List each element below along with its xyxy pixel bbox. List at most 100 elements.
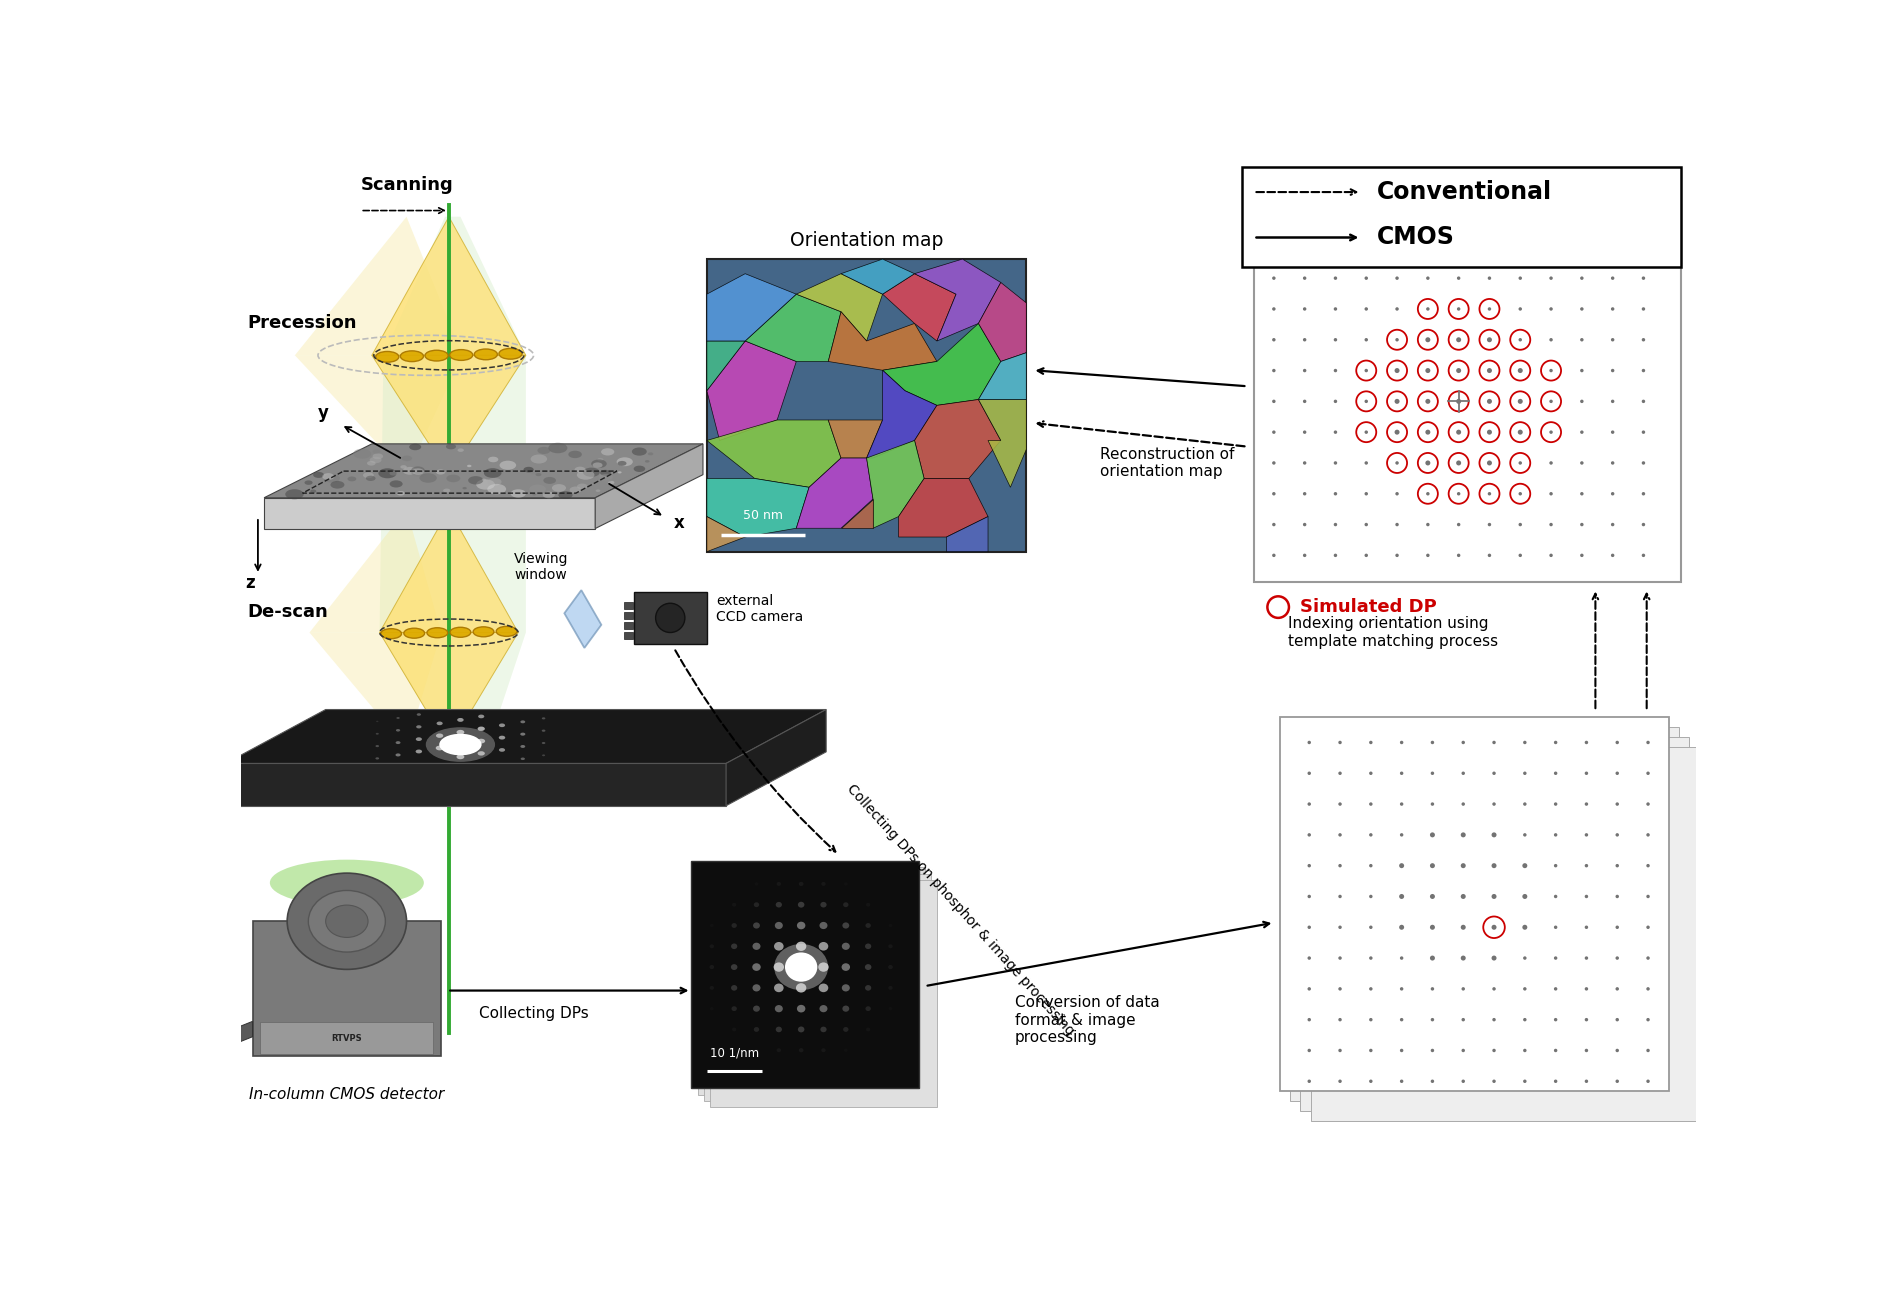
Ellipse shape (1302, 246, 1305, 249)
Ellipse shape (1492, 1079, 1494, 1083)
Ellipse shape (1368, 956, 1371, 960)
Polygon shape (882, 274, 956, 342)
Ellipse shape (1583, 740, 1587, 744)
Ellipse shape (1307, 895, 1311, 898)
Ellipse shape (410, 444, 421, 451)
Ellipse shape (820, 1005, 827, 1012)
Bar (1309, 747, 1698, 1121)
Polygon shape (979, 400, 1026, 487)
Ellipse shape (1334, 461, 1337, 465)
Ellipse shape (535, 473, 540, 477)
Ellipse shape (865, 1007, 871, 1011)
Ellipse shape (820, 922, 827, 929)
Ellipse shape (450, 627, 470, 638)
Ellipse shape (1368, 987, 1371, 991)
Ellipse shape (820, 1026, 825, 1033)
Ellipse shape (1271, 246, 1275, 249)
Ellipse shape (270, 860, 423, 905)
Ellipse shape (1583, 895, 1587, 898)
Ellipse shape (1517, 246, 1521, 249)
Text: Conversion of data
format & image
processing: Conversion of data format & image proces… (1014, 995, 1160, 1046)
Ellipse shape (323, 473, 334, 479)
Bar (623, 622, 633, 629)
Ellipse shape (708, 986, 714, 990)
Ellipse shape (348, 477, 357, 482)
Ellipse shape (1424, 338, 1430, 342)
Ellipse shape (797, 1005, 805, 1012)
Ellipse shape (1430, 894, 1434, 899)
Ellipse shape (1579, 553, 1583, 557)
Ellipse shape (1456, 214, 1460, 218)
Ellipse shape (774, 922, 782, 929)
Ellipse shape (1337, 1079, 1341, 1083)
Ellipse shape (436, 746, 444, 751)
Ellipse shape (1523, 833, 1526, 837)
Ellipse shape (1364, 277, 1368, 279)
Ellipse shape (1426, 214, 1428, 218)
Ellipse shape (1430, 956, 1434, 960)
Text: Indexing orientation using
template matching process: Indexing orientation using template matc… (1288, 616, 1498, 648)
Ellipse shape (752, 1005, 759, 1012)
Ellipse shape (455, 742, 465, 747)
Ellipse shape (1523, 1079, 1526, 1083)
Ellipse shape (1583, 864, 1587, 868)
Ellipse shape (529, 485, 546, 494)
Ellipse shape (1337, 925, 1341, 929)
Bar (623, 601, 633, 609)
Ellipse shape (1553, 772, 1557, 776)
Ellipse shape (1302, 461, 1305, 465)
Bar (706, 259, 1026, 552)
Ellipse shape (1490, 956, 1496, 960)
Ellipse shape (376, 733, 378, 735)
Ellipse shape (1583, 987, 1587, 991)
Ellipse shape (1271, 214, 1275, 218)
Ellipse shape (1430, 1018, 1434, 1021)
Ellipse shape (395, 753, 400, 756)
Ellipse shape (1615, 1079, 1619, 1083)
Text: In-column CMOS detector: In-column CMOS detector (249, 1087, 444, 1102)
Ellipse shape (1583, 833, 1587, 837)
Ellipse shape (1579, 369, 1583, 373)
Ellipse shape (1642, 522, 1643, 526)
Ellipse shape (1642, 492, 1643, 495)
Text: CMOS: CMOS (1375, 226, 1455, 249)
Polygon shape (295, 217, 463, 356)
Ellipse shape (1364, 430, 1368, 434)
Ellipse shape (1400, 740, 1404, 744)
Ellipse shape (1455, 460, 1460, 465)
Ellipse shape (1394, 368, 1400, 373)
Text: Simulated DP: Simulated DP (1300, 598, 1436, 616)
Text: z: z (246, 574, 255, 592)
Ellipse shape (1490, 833, 1496, 838)
Ellipse shape (478, 739, 485, 743)
Bar (633, 592, 706, 644)
Ellipse shape (499, 348, 521, 359)
Ellipse shape (1307, 1079, 1311, 1083)
Ellipse shape (576, 470, 595, 479)
Ellipse shape (1615, 895, 1619, 898)
Ellipse shape (1426, 246, 1428, 249)
Ellipse shape (1642, 214, 1643, 218)
Ellipse shape (427, 473, 434, 477)
Ellipse shape (519, 746, 525, 748)
Ellipse shape (1517, 430, 1523, 435)
Ellipse shape (820, 902, 825, 908)
Ellipse shape (774, 1026, 782, 1033)
Ellipse shape (1430, 772, 1434, 776)
Ellipse shape (1523, 956, 1526, 960)
Ellipse shape (799, 882, 803, 886)
Ellipse shape (865, 943, 871, 950)
Ellipse shape (416, 738, 421, 740)
Ellipse shape (795, 942, 807, 951)
Ellipse shape (1523, 1018, 1526, 1021)
Ellipse shape (1517, 308, 1521, 310)
Polygon shape (946, 517, 988, 552)
Ellipse shape (1553, 1018, 1557, 1021)
Polygon shape (264, 444, 703, 498)
Ellipse shape (389, 481, 402, 487)
Ellipse shape (1579, 492, 1583, 495)
Polygon shape (264, 498, 595, 529)
Ellipse shape (1426, 277, 1428, 279)
Ellipse shape (1492, 740, 1494, 744)
Ellipse shape (1368, 772, 1371, 776)
